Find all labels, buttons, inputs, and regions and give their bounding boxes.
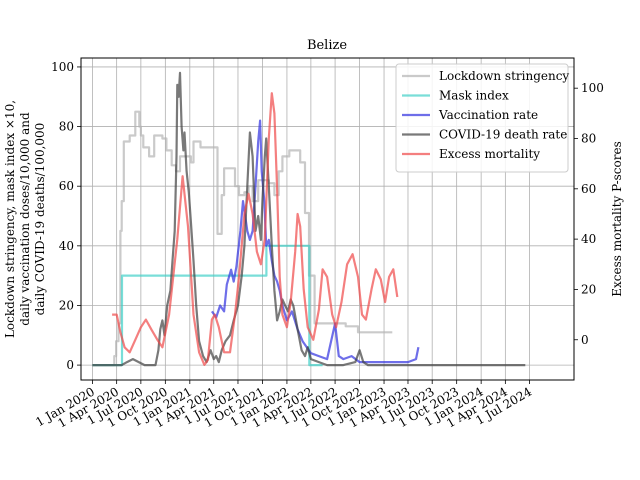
legend-box <box>395 63 569 173</box>
y-left-tick-label: 80 <box>59 120 74 134</box>
y-right-tick-label: 20 <box>581 282 596 296</box>
y-left-tick-label: 100 <box>51 60 74 74</box>
y-right-tick-label: 60 <box>581 182 596 196</box>
chart-title: Belize <box>307 38 347 53</box>
series-line-lockdown-stringency <box>92 110 393 367</box>
y-right-tick-label: 40 <box>581 232 596 246</box>
y-axis-left-label-line-1: Lockdown stringency, mask index ×10, <box>3 100 17 338</box>
y-right-tick-label: 100 <box>581 81 604 95</box>
y-axis-right-label: Excess mortality P-scores <box>610 141 624 296</box>
y-right-tick-label: 0 <box>581 333 589 347</box>
legend-label-vaccination-rate: Vaccination rate <box>438 108 538 122</box>
y-left-tick-label: 60 <box>59 179 74 193</box>
y-left-tick-label: 40 <box>59 239 74 253</box>
legend-label-lockdown-stringency: Lockdown stringency <box>439 69 569 83</box>
legend-label-covid-19-death-rate: COVID-19 death rate <box>439 128 567 142</box>
y-axis-left-label-line-2: daily vaccination doses/10,000 and <box>18 112 32 326</box>
plot-frame <box>80 57 575 381</box>
legend-label-excess-mortality: Excess mortality <box>439 147 540 161</box>
series-layer <box>92 71 526 367</box>
legend-label-mask-index: Mask index <box>439 89 509 103</box>
y-left-tick-label: 20 <box>59 298 74 312</box>
y-axis-left-label: Lockdown stringency, mask index ×10, dai… <box>3 100 47 338</box>
series-line-excess-mortality <box>112 92 399 366</box>
y-right-tick-label: 80 <box>581 132 596 146</box>
y-left-tick-label: 0 <box>66 358 74 372</box>
legend: Lockdown stringency Mask index Vaccination… <box>395 63 569 173</box>
y-axis-left-label-line-3: daily COVID-19 deaths/100,000 <box>33 123 47 316</box>
series-line-vaccination-rate <box>211 119 420 364</box>
